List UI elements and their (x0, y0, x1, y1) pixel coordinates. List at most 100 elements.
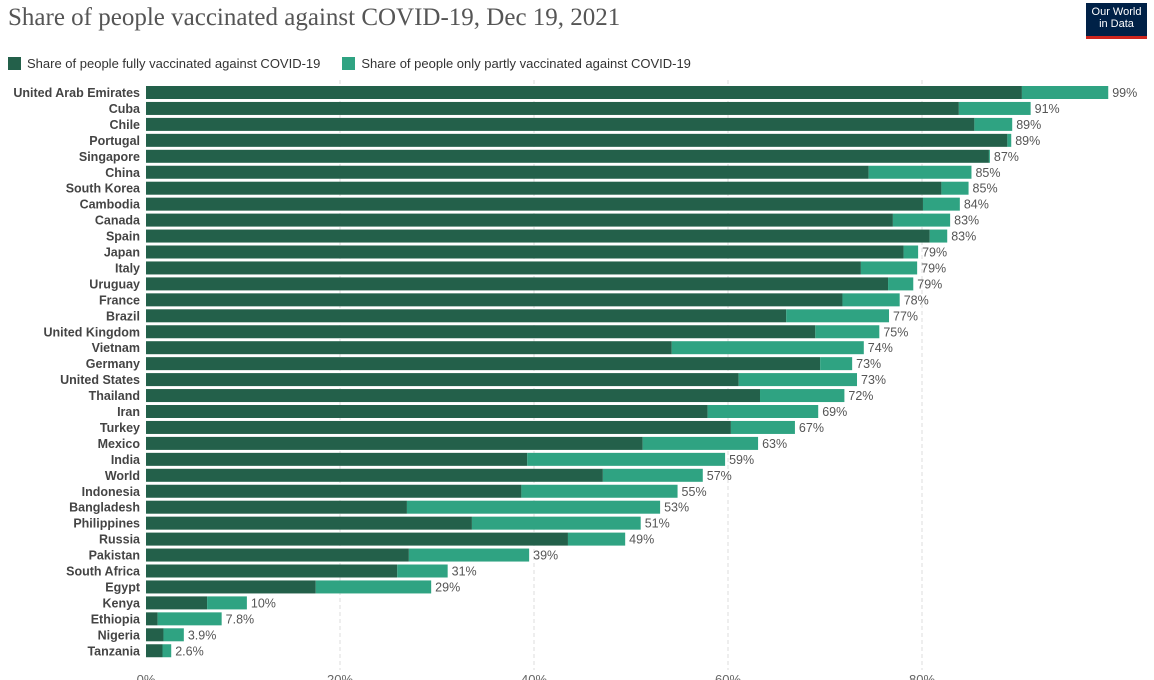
bar-fully-vaccinated[interactable] (146, 197, 923, 211)
bar-partly-vaccinated[interactable] (903, 245, 919, 259)
bar-partly-vaccinated[interactable] (786, 309, 890, 323)
bar-partly-vaccinated[interactable] (941, 181, 969, 195)
category-label: Singapore (79, 150, 140, 164)
bar-partly-vaccinated[interactable] (642, 436, 759, 450)
bar-fully-vaccinated[interactable] (146, 309, 787, 323)
bar-partly-vaccinated[interactable] (207, 596, 247, 610)
bar-partly-vaccinated[interactable] (162, 644, 172, 658)
bar-partly-vaccinated[interactable] (1007, 133, 1012, 147)
category-label: Thailand (89, 389, 140, 403)
category-label: Japan (104, 246, 140, 260)
bar-fully-vaccinated[interactable] (146, 405, 708, 418)
bar-fully-vaccinated[interactable] (146, 612, 158, 626)
bar-partly-vaccinated[interactable] (842, 293, 900, 307)
value-label: 67% (799, 421, 824, 435)
bar-fully-vaccinated[interactable] (146, 484, 522, 498)
bar-fully-vaccinated[interactable] (146, 644, 163, 658)
bar-partly-vaccinated[interactable] (974, 117, 1013, 131)
bar-partly-vaccinated[interactable] (397, 564, 448, 578)
owid-logo[interactable]: Our World in Data (1086, 3, 1147, 39)
bar-fully-vaccinated[interactable] (146, 133, 1008, 147)
bar-partly-vaccinated[interactable] (815, 325, 880, 339)
bar-partly-vaccinated[interactable] (521, 484, 678, 498)
value-label: 91% (1035, 102, 1060, 116)
bar-partly-vaccinated[interactable] (157, 612, 222, 626)
bar-fully-vaccinated[interactable] (146, 468, 603, 482)
bar-fully-vaccinated[interactable] (146, 628, 164, 642)
bar-fully-vaccinated[interactable] (146, 420, 731, 434)
category-label: Mexico (98, 437, 141, 451)
bar-partly-vaccinated[interactable] (738, 373, 858, 387)
bar-fully-vaccinated[interactable] (146, 277, 889, 291)
value-label: 10% (251, 596, 276, 610)
bar-partly-vaccinated[interactable] (567, 532, 626, 546)
bar-fully-vaccinated[interactable] (146, 389, 761, 403)
bar-fully-vaccinated[interactable] (146, 341, 672, 355)
bar-partly-vaccinated[interactable] (1021, 86, 1109, 99)
value-label: 89% (1016, 118, 1041, 132)
legend-item-full[interactable]: Share of people fully vaccinated against… (8, 56, 320, 71)
bar-partly-vaccinated[interactable] (315, 580, 432, 594)
bar-fully-vaccinated[interactable] (146, 117, 975, 131)
value-label: 99% (1112, 86, 1137, 100)
bar-fully-vaccinated[interactable] (146, 452, 528, 466)
bar-fully-vaccinated[interactable] (146, 532, 568, 546)
category-label: United States (60, 373, 140, 387)
category-label: Philippines (73, 517, 140, 531)
bar-fully-vaccinated[interactable] (146, 500, 407, 514)
bar-fully-vaccinated[interactable] (146, 548, 409, 562)
bar-fully-vaccinated[interactable] (146, 245, 904, 259)
bar-fully-vaccinated[interactable] (146, 149, 989, 163)
value-label: 57% (707, 469, 732, 483)
bar-partly-vaccinated[interactable] (888, 277, 914, 291)
category-label: United Arab Emirates (13, 86, 140, 100)
bar-partly-vaccinated[interactable] (922, 197, 960, 211)
bar-partly-vaccinated[interactable] (408, 548, 530, 562)
bar-fully-vaccinated[interactable] (146, 165, 869, 179)
bar-fully-vaccinated[interactable] (146, 564, 398, 578)
value-label: 55% (682, 485, 707, 499)
bar-partly-vaccinated[interactable] (958, 101, 1031, 115)
category-label: Egypt (105, 580, 141, 594)
category-label: Portugal (89, 134, 140, 148)
bar-partly-vaccinated[interactable] (892, 213, 951, 227)
bar-fully-vaccinated[interactable] (146, 86, 1022, 99)
value-label: 59% (729, 453, 754, 467)
bar-partly-vaccinated[interactable] (929, 229, 948, 243)
bar-partly-vaccinated[interactable] (602, 468, 703, 482)
bar-partly-vaccinated[interactable] (988, 149, 990, 163)
bar-partly-vaccinated[interactable] (406, 500, 661, 514)
bar-fully-vaccinated[interactable] (146, 357, 821, 371)
bar-fully-vaccinated[interactable] (146, 261, 861, 275)
value-label: 77% (893, 309, 918, 323)
category-label: Pakistan (89, 549, 140, 563)
bar-partly-vaccinated[interactable] (707, 405, 819, 418)
bar-fully-vaccinated[interactable] (146, 213, 893, 227)
bar-fully-vaccinated[interactable] (146, 325, 816, 339)
bar-partly-vaccinated[interactable] (730, 420, 795, 434)
bar-partly-vaccinated[interactable] (671, 341, 864, 355)
bar-fully-vaccinated[interactable] (146, 373, 739, 387)
logo-line-2: in Data (1099, 18, 1134, 30)
bar-partly-vaccinated[interactable] (868, 165, 972, 179)
bar-fully-vaccinated[interactable] (146, 580, 316, 594)
category-label: Chile (109, 118, 140, 132)
bar-fully-vaccinated[interactable] (146, 436, 643, 450)
legend-item-partial[interactable]: Share of people only partly vaccinated a… (342, 56, 691, 71)
bar-fully-vaccinated[interactable] (146, 293, 843, 307)
bar-partly-vaccinated[interactable] (760, 389, 845, 403)
bar-partly-vaccinated[interactable] (471, 516, 641, 530)
bar-fully-vaccinated[interactable] (146, 516, 472, 530)
legend-label-full: Share of people fully vaccinated against… (27, 55, 321, 71)
bar-fully-vaccinated[interactable] (146, 596, 208, 610)
value-label: 53% (664, 501, 689, 515)
bar-fully-vaccinated[interactable] (146, 101, 959, 115)
bar-fully-vaccinated[interactable] (146, 229, 930, 243)
bar-partly-vaccinated[interactable] (163, 628, 184, 642)
bar-partly-vaccinated[interactable] (860, 261, 918, 275)
category-label: Turkey (100, 421, 140, 435)
bar-fully-vaccinated[interactable] (146, 181, 942, 195)
bar-partly-vaccinated[interactable] (820, 357, 853, 371)
x-tick-label: 40% (521, 672, 547, 680)
bar-partly-vaccinated[interactable] (527, 452, 726, 466)
